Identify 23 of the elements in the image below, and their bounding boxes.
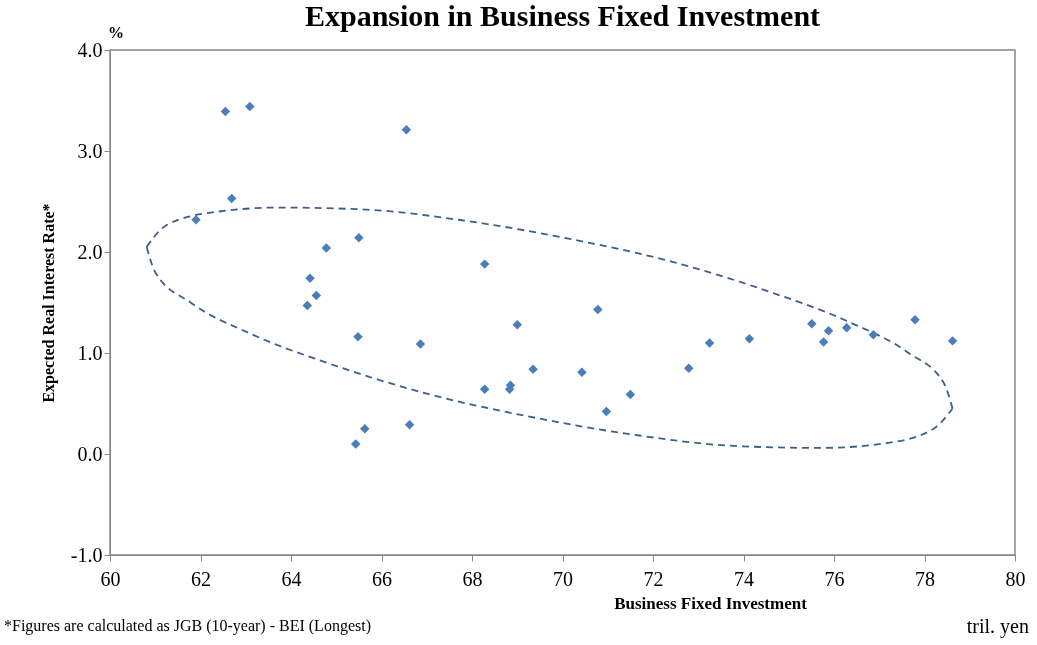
x-tick-label: 72 xyxy=(643,567,664,590)
text: tril. yen xyxy=(966,615,1029,638)
y-axis-title: Expected Real Interest Rate* xyxy=(39,203,58,403)
x-tick-label: 80 xyxy=(1005,567,1026,590)
x-tick-label: 78 xyxy=(915,567,935,590)
x-tick-label: 74 xyxy=(734,567,754,590)
text: *Figures are calculated as JGB (10-year) - BEI (Longest) xyxy=(4,617,371,635)
x-tick-label: 60 xyxy=(100,567,121,590)
x-tick-label: 70 xyxy=(553,567,573,590)
x-tick-label: 64 xyxy=(281,567,302,590)
x-axis-title: Business Fixed Investment xyxy=(614,593,808,613)
x-tick-label: 66 xyxy=(372,567,392,590)
text: % xyxy=(108,24,124,42)
y-tick-label: 4.0 xyxy=(77,38,103,61)
x-tick-label: 62 xyxy=(191,567,211,590)
y-tick-label: 0.0 xyxy=(77,442,103,465)
y-tick-label: -1.0 xyxy=(70,543,103,566)
x-tick-label: 68 xyxy=(462,567,483,590)
y-tick-label: 3.0 xyxy=(77,139,103,162)
y-tick-label: 1.0 xyxy=(77,341,103,364)
x-tick-label: 76 xyxy=(824,567,845,590)
y-tick-label: 2.0 xyxy=(77,240,103,263)
chart-title: Expansion in Business Fixed Investment xyxy=(304,0,821,32)
